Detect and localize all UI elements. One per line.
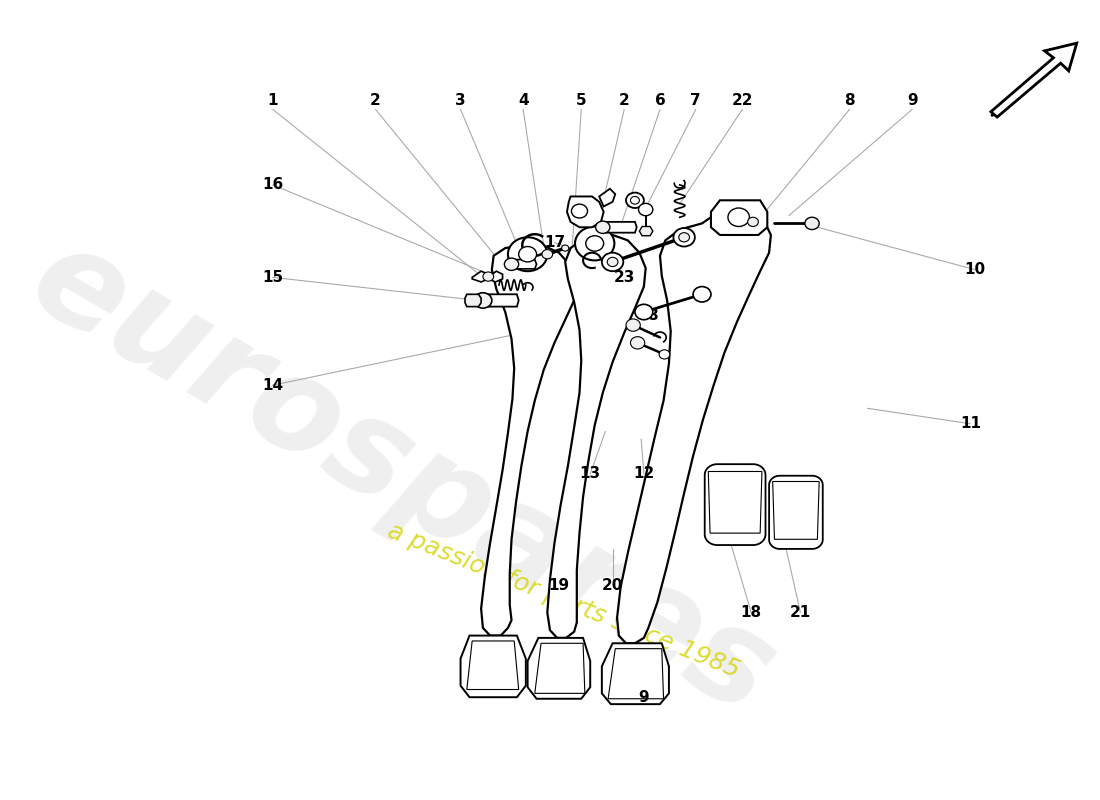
- Circle shape: [626, 319, 640, 331]
- Text: 2: 2: [371, 93, 381, 108]
- Circle shape: [626, 193, 644, 208]
- Polygon shape: [602, 643, 669, 704]
- Polygon shape: [509, 260, 537, 269]
- Text: 16: 16: [262, 178, 284, 192]
- Polygon shape: [566, 197, 604, 227]
- Polygon shape: [535, 643, 585, 694]
- Polygon shape: [639, 226, 652, 236]
- Circle shape: [474, 293, 492, 308]
- Polygon shape: [548, 235, 646, 638]
- Text: 12: 12: [634, 466, 654, 482]
- Circle shape: [519, 246, 537, 262]
- Polygon shape: [465, 294, 481, 306]
- Polygon shape: [608, 649, 663, 698]
- Circle shape: [635, 304, 652, 320]
- Circle shape: [630, 197, 639, 204]
- Polygon shape: [991, 43, 1077, 117]
- Circle shape: [575, 226, 615, 260]
- Text: 9: 9: [639, 690, 649, 705]
- Text: a passion for parts since 1985: a passion for parts since 1985: [384, 519, 742, 682]
- Polygon shape: [769, 476, 823, 549]
- Polygon shape: [481, 245, 576, 635]
- Polygon shape: [601, 222, 637, 233]
- Circle shape: [805, 218, 820, 230]
- Circle shape: [679, 233, 690, 242]
- Polygon shape: [481, 294, 519, 306]
- Polygon shape: [772, 482, 820, 539]
- Circle shape: [638, 203, 652, 216]
- Circle shape: [659, 350, 670, 359]
- Circle shape: [571, 204, 587, 218]
- Polygon shape: [472, 271, 488, 282]
- Circle shape: [505, 258, 519, 270]
- Polygon shape: [466, 641, 519, 690]
- Text: 10: 10: [965, 262, 986, 277]
- Circle shape: [586, 236, 604, 251]
- Text: 23: 23: [614, 270, 635, 285]
- Text: 21: 21: [790, 605, 811, 620]
- Text: 11: 11: [960, 416, 981, 431]
- Text: 7: 7: [691, 93, 701, 108]
- Text: 13: 13: [580, 466, 601, 482]
- Text: 1: 1: [267, 93, 278, 108]
- Polygon shape: [708, 471, 762, 533]
- Text: 17: 17: [543, 235, 565, 250]
- Text: 3: 3: [455, 93, 466, 108]
- Circle shape: [508, 238, 548, 271]
- Circle shape: [595, 221, 609, 234]
- Circle shape: [630, 337, 645, 349]
- Circle shape: [483, 272, 494, 281]
- Text: 8: 8: [845, 93, 855, 108]
- Text: 18: 18: [740, 605, 762, 620]
- Polygon shape: [617, 208, 771, 643]
- Polygon shape: [528, 638, 591, 698]
- Text: 14: 14: [262, 378, 284, 393]
- Polygon shape: [488, 271, 503, 282]
- Circle shape: [748, 218, 758, 226]
- Text: 22: 22: [732, 93, 754, 108]
- Text: 19: 19: [549, 578, 570, 593]
- Text: eurospares: eurospares: [9, 214, 795, 742]
- Circle shape: [673, 228, 695, 246]
- Text: 9: 9: [906, 93, 917, 108]
- Text: 15: 15: [262, 270, 284, 285]
- Text: 5: 5: [576, 93, 586, 108]
- Polygon shape: [461, 635, 526, 698]
- Polygon shape: [705, 464, 766, 545]
- Circle shape: [542, 250, 552, 259]
- Circle shape: [728, 208, 749, 226]
- Text: 4: 4: [518, 93, 528, 108]
- Circle shape: [693, 286, 711, 302]
- Circle shape: [562, 245, 569, 251]
- Circle shape: [607, 258, 618, 266]
- Text: 20: 20: [602, 578, 624, 593]
- Text: 2: 2: [619, 93, 629, 108]
- Polygon shape: [711, 200, 768, 235]
- Text: 6: 6: [654, 93, 666, 108]
- Circle shape: [602, 253, 624, 271]
- Text: 8: 8: [648, 308, 658, 323]
- Polygon shape: [600, 189, 615, 206]
